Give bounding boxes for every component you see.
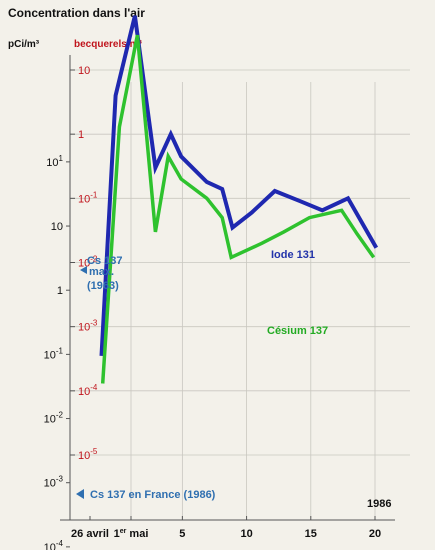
- y-tick-label-right: 10-3: [78, 319, 98, 334]
- label-layer: Iode 131 Césium 137 Cs 137 max. (1963) C…: [76, 249, 391, 510]
- series-label-iode: Iode 131: [271, 249, 315, 261]
- axis-layer: 10110110-110-210-310-410110-110-210-310-…: [44, 55, 395, 550]
- series-line-iode: [99, 15, 379, 357]
- y-tick-label-right: 10-5: [78, 447, 98, 462]
- x-tick-label: 1er mai: [114, 528, 149, 540]
- y-tick-label-left: 10-2: [44, 411, 64, 426]
- y-tick-label-right: 10-4: [78, 383, 98, 398]
- y-tick-label-left: 10-4: [44, 539, 64, 550]
- left-axis-unit: pCi/m³: [8, 39, 40, 50]
- x-tick-label: 26 avril: [71, 528, 109, 540]
- annotation-cs137-max: Cs 137: [87, 255, 122, 267]
- right-axis-unit: becquerels/m³: [74, 39, 142, 50]
- y-tick-label-right: 10-1: [78, 190, 98, 205]
- arrow-left-icon: [76, 489, 84, 499]
- y-tick-label-left: 10-1: [44, 346, 64, 361]
- x-tick-label: 5: [179, 528, 185, 540]
- y-tick-label-right: 10-2: [78, 255, 98, 270]
- y-tick-label-left: 10-3: [44, 475, 64, 490]
- y-tick-label-left: 10: [51, 221, 63, 233]
- chart-title: Concentration dans l'air: [8, 6, 145, 20]
- series-layer: [99, 15, 379, 384]
- annotation-max: max.: [89, 266, 114, 278]
- y-tick-label-right: 10: [78, 65, 90, 77]
- x-tick-label: 10: [240, 528, 252, 540]
- grid-layer: [70, 69, 410, 518]
- x-tick-label: 15: [305, 528, 317, 540]
- y-tick-label-right: 1: [78, 129, 84, 141]
- annotation-year-1963: (1963): [87, 280, 119, 292]
- arrow-left-icon: [80, 266, 87, 274]
- x-tick-label: 20: [369, 528, 381, 540]
- y-tick-label-left: 1: [57, 285, 63, 297]
- y-tick-label-left: 101: [46, 154, 63, 169]
- series-label-cesium: Césium 137: [267, 325, 328, 337]
- series-line-cesium: [100, 34, 376, 384]
- annotation-cs137-france: Cs 137 en France (1986): [90, 489, 216, 501]
- year-label: 1986: [367, 498, 391, 510]
